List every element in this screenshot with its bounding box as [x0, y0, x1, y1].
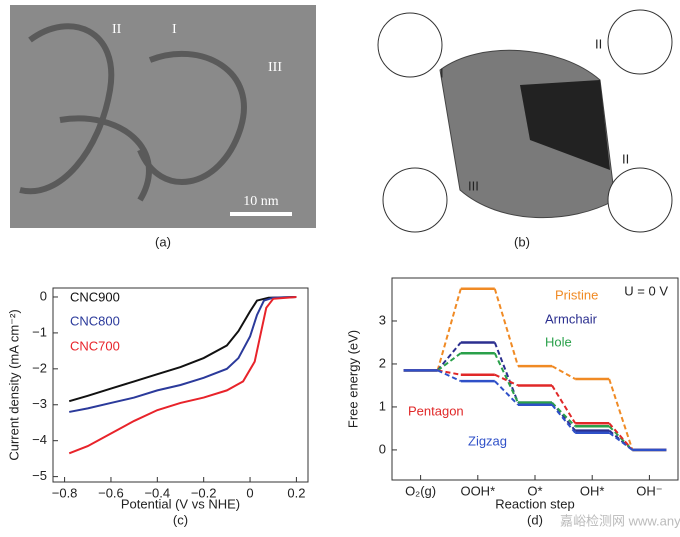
legend-label: CNC800	[70, 313, 120, 328]
tem-label: I	[172, 22, 177, 37]
data-line	[69, 295, 297, 413]
x-tick-label: O*	[527, 483, 542, 498]
x-tick-label: OH⁻	[636, 483, 662, 498]
y-tick-label: −1	[32, 324, 47, 339]
panel-caption: (b)	[514, 234, 530, 249]
y-tick-label: 1	[379, 398, 386, 413]
schematic-label: II	[595, 36, 602, 51]
plot-frame	[52, 287, 309, 483]
scale-bar-label: 10 nm	[243, 194, 279, 209]
schematic: I II III II	[377, 9, 673, 233]
x-tick-label: OH*	[580, 483, 605, 498]
inset	[607, 167, 673, 233]
legend-label: Pristine	[555, 287, 598, 302]
annotation: U = 0 V	[624, 283, 668, 298]
x-tick-label: −0.2	[191, 485, 217, 500]
step-connector	[551, 401, 576, 432]
x-axis-label: Potential (V vs NHE)	[121, 496, 240, 511]
step-connector	[608, 431, 633, 451]
step-connector	[551, 384, 577, 424]
step-connector	[437, 352, 462, 372]
step-connector	[608, 422, 634, 451]
legend-label: Hole	[545, 334, 572, 349]
y-tick-label: 0	[40, 288, 47, 303]
step-connector	[437, 369, 462, 383]
y-tick-label: −3	[32, 396, 47, 411]
y-tick-label: −5	[32, 468, 47, 483]
data-line	[68, 295, 297, 455]
y-tick-label: −2	[32, 360, 47, 375]
x-tick-label: 0.2	[287, 485, 305, 500]
tem-label: III	[268, 60, 282, 75]
y-tick-label: 0	[379, 441, 386, 456]
legend-label: Zigzag	[468, 433, 507, 448]
step-connector	[494, 380, 519, 406]
tem-background	[10, 5, 316, 228]
tem-label: II	[112, 22, 122, 37]
y-tick-label: 3	[379, 312, 386, 327]
step-connector	[493, 352, 519, 404]
x-tick-label: O₂(g)	[405, 483, 436, 498]
inset	[377, 12, 443, 78]
schematic-label: I	[440, 65, 444, 80]
y-axis-label: Current density (mA cm⁻²)	[6, 309, 21, 460]
x-axis-label: Reaction step	[495, 496, 575, 511]
tem-fringes	[19, 23, 247, 202]
cage-opening	[520, 80, 610, 170]
step-connector	[551, 401, 576, 427]
x-tick-label: 0	[246, 485, 253, 500]
x-tick-label: −0.6	[98, 485, 124, 500]
step-connector	[551, 404, 576, 434]
y-tick-label: −4	[32, 432, 47, 447]
schematic-label: III	[468, 178, 479, 193]
legend-label: Armchair	[545, 311, 598, 326]
schematic-label: II	[622, 151, 629, 166]
inset	[382, 167, 448, 233]
watermark: 嘉峪检测网 www.anytesting.com	[560, 513, 680, 528]
step-connector	[436, 288, 462, 371]
panel-caption: (d)	[527, 512, 543, 527]
step-connector	[493, 342, 519, 403]
y-tick-label: 2	[379, 355, 386, 370]
panel-caption: (c)	[173, 512, 188, 527]
tem-image: II I III 10 nm	[10, 5, 316, 228]
x-tick-label: −0.8	[52, 485, 78, 500]
x-tick-label: −0.4	[144, 485, 170, 500]
y-axis-label: Free energy (eV)	[345, 330, 360, 428]
step-connector	[436, 341, 462, 372]
legend-label: Pentagon	[408, 403, 464, 418]
x-tick-label: OOH*	[460, 483, 495, 498]
inset	[607, 9, 673, 75]
step-connector	[608, 378, 634, 451]
step-connector	[494, 373, 519, 387]
step-connector	[493, 288, 519, 367]
panel-caption: (a)	[155, 234, 171, 249]
data-line	[68, 295, 297, 403]
step-connector	[551, 365, 576, 380]
legend-label: CNC900	[70, 289, 120, 304]
legend-label: CNC700	[70, 338, 120, 353]
